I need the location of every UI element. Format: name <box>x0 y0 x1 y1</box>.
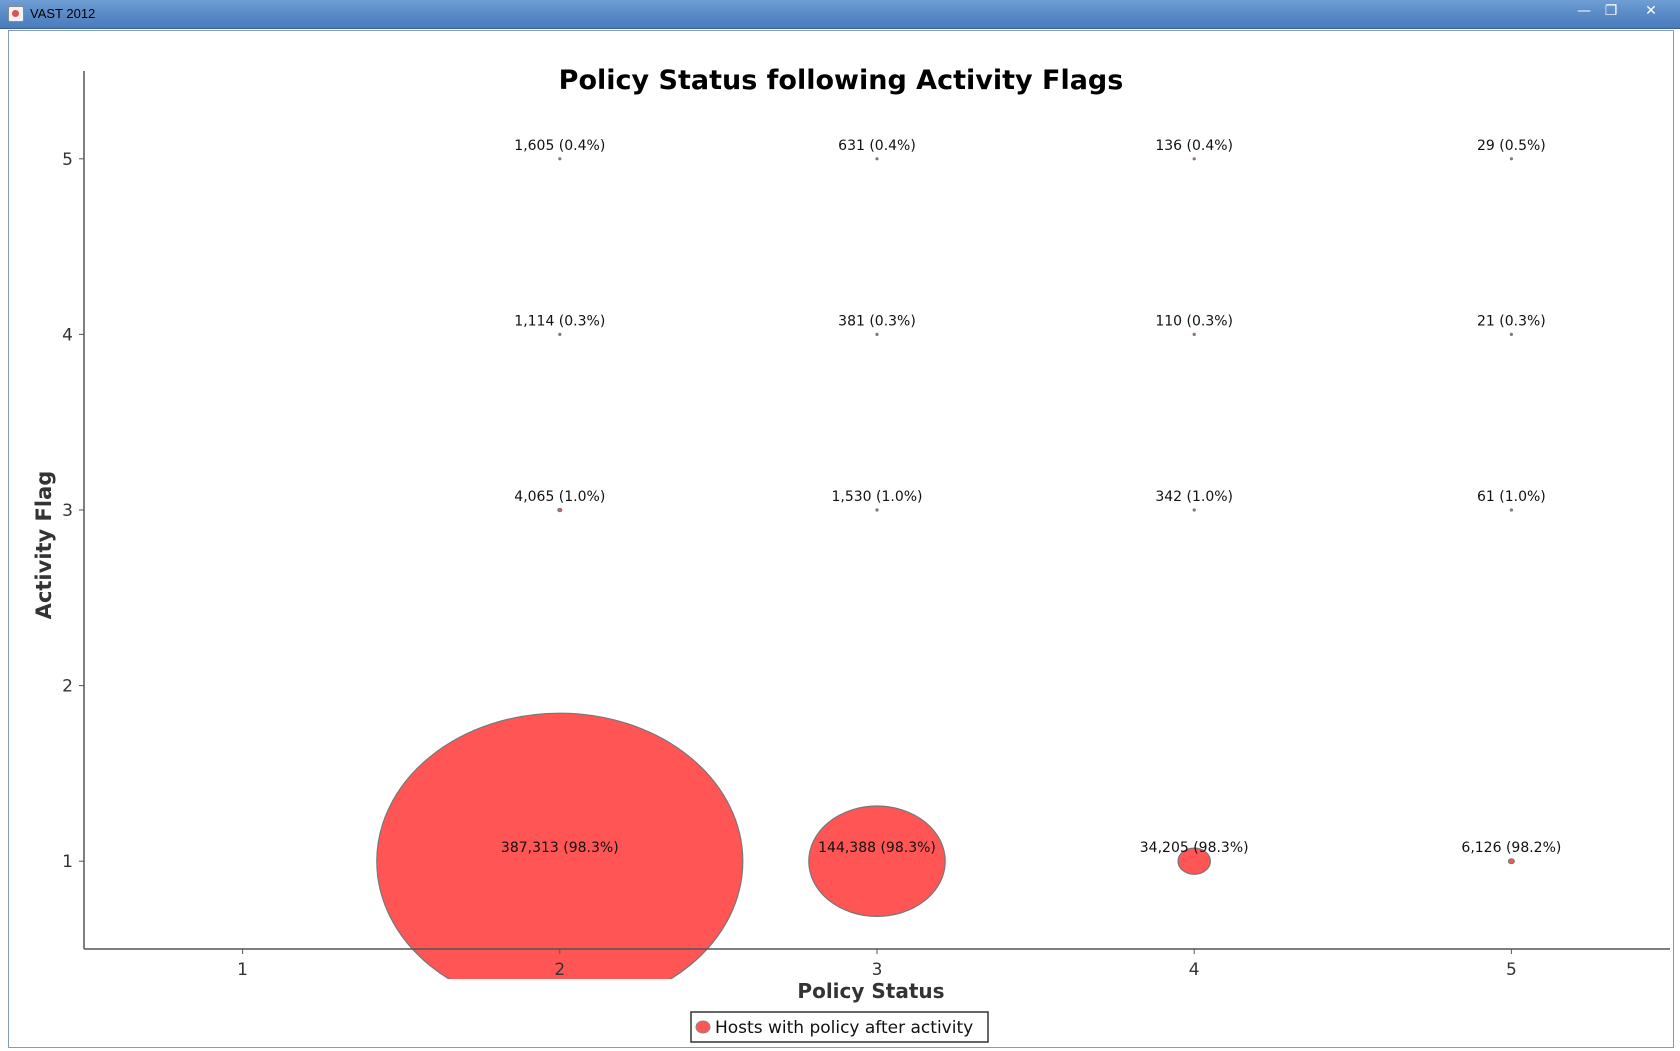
bubble-data-label: 387,313 (98.3%) <box>501 840 619 856</box>
y-tick-label: 5 <box>62 150 73 170</box>
bubble-data-label: 136 (0.4%) <box>1155 138 1233 154</box>
bubble-data-label: 144,388 (98.3%) <box>818 840 936 856</box>
x-tick-label: 1 <box>237 960 248 980</box>
bubble-point <box>558 332 562 336</box>
data-label-layer: 387,313 (98.3%) 144,388 (98.3%) 34,205 (98… <box>501 138 1561 856</box>
bubble-point <box>1509 332 1514 336</box>
bubble-data-label: 61 (1.0%) <box>1477 489 1546 505</box>
x-axis-label: Policy Status <box>797 979 944 1003</box>
bubble-data-label: 1,114 (0.3%) <box>514 313 605 329</box>
x-tick-label: 4 <box>1189 960 1200 980</box>
bubble-chart: Policy Status following Activity Flags 3… <box>32 65 1670 1043</box>
bubble-point <box>808 805 946 917</box>
y-tick-label: 2 <box>62 677 73 697</box>
y-tick-layer: 1 2 3 4 5 <box>62 150 84 872</box>
y-axis-label: Activity Flag <box>32 471 56 620</box>
bubble-point <box>1192 332 1196 336</box>
x-tick-layer: 1 2 3 4 5 <box>237 949 1517 980</box>
y-tick-label: 1 <box>62 852 73 872</box>
chart-title: Policy Status following Activity Flags <box>559 65 1124 96</box>
bubble-point <box>875 508 879 512</box>
bubble-data-label: 6,126 (98.2%) <box>1461 840 1561 856</box>
bubble-data-label: 631 (0.4%) <box>838 138 916 154</box>
bubble-point <box>1177 847 1211 875</box>
bubble-data-label: 1,530 (1.0%) <box>831 489 922 505</box>
bubble-point <box>1192 508 1196 512</box>
window-title: VAST 2012 <box>30 6 96 21</box>
bubble-data-label: 21 (0.3%) <box>1477 313 1546 329</box>
bubble-point <box>1507 858 1515 865</box>
bubble-data-label: 29 (0.5%) <box>1477 138 1546 154</box>
close-button[interactable]: ✕ <box>1645 3 1657 19</box>
bubble-data-label: 4,065 (1.0%) <box>514 489 605 505</box>
y-tick-label: 3 <box>62 501 73 521</box>
bubble-data-label: 381 (0.3%) <box>838 313 916 329</box>
window-titlebar: VAST 2012 — ❐ ✕ <box>0 0 1680 29</box>
bubble-point <box>376 712 744 979</box>
bubble-point <box>1509 157 1514 161</box>
bubble-data-label: 110 (0.3%) <box>1155 313 1233 329</box>
chart-panel: Policy Status following Activity Flags 3… <box>8 30 1674 1048</box>
legend: Hosts with policy after activity <box>690 1011 989 1043</box>
x-tick-label: 2 <box>554 960 565 980</box>
bubble-layer <box>376 157 1515 979</box>
java-app-icon <box>8 6 24 22</box>
bubble-data-label: 34,205 (98.3%) <box>1140 840 1249 856</box>
maximize-button[interactable]: ❐ <box>1604 3 1618 19</box>
bubble-point <box>875 332 879 336</box>
x-tick-label: 5 <box>1506 960 1517 980</box>
bubble-point <box>558 157 562 161</box>
bubble-data-label: 1,605 (0.4%) <box>514 138 605 154</box>
y-tick-label: 4 <box>62 325 73 345</box>
bubble-point <box>557 507 563 513</box>
legend-label: Hosts with policy after activity <box>715 1018 973 1038</box>
bubble-point <box>1509 508 1514 512</box>
legend-swatch <box>695 1020 711 1034</box>
bubble-point <box>1192 157 1196 161</box>
minimize-button[interactable]: — <box>1577 3 1591 19</box>
x-tick-label: 3 <box>872 960 883 980</box>
bubble-point <box>875 157 879 161</box>
legend-box <box>690 1011 989 1043</box>
bubble-data-label: 342 (1.0%) <box>1155 489 1233 505</box>
